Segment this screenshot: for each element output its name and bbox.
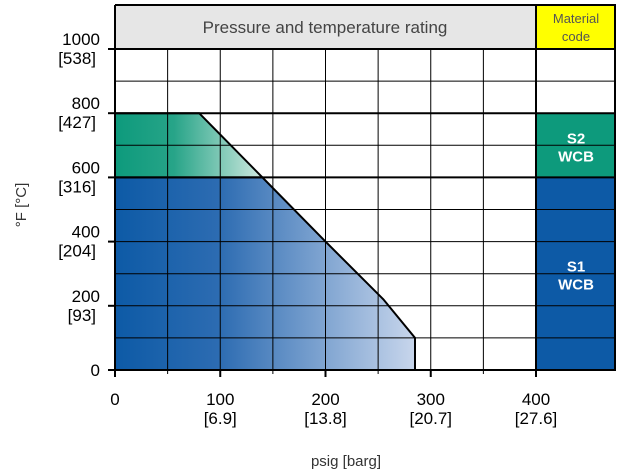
x-tick-label: 400 — [522, 390, 550, 409]
x-tick-sublabel: [13.8] — [304, 409, 347, 428]
y-tick-sublabel: [427] — [58, 113, 96, 132]
material-code-band-line2: WCB — [558, 277, 594, 294]
y-tick-sublabel: [316] — [58, 177, 96, 196]
y-tick-label: 800 — [72, 94, 100, 113]
x-axis-label: psig [barg] — [311, 453, 381, 470]
y-tick-sublabel: [538] — [58, 49, 96, 68]
x-tick-label: 300 — [417, 390, 445, 409]
y-tick-label: 600 — [72, 158, 100, 177]
y-tick-sublabel: [204] — [58, 242, 96, 261]
y-axis-label: °F [°C] — [13, 183, 30, 228]
material-code-band-line1: S1 — [567, 259, 585, 276]
y-tick-label: 0 — [91, 361, 100, 380]
x-tick-sublabel: [6.9] — [204, 409, 237, 428]
y-tick-label: 200 — [72, 287, 100, 306]
y-tick-label: 400 — [72, 223, 100, 242]
material-code-header-line1: Material — [553, 11, 599, 26]
title-banner — [115, 5, 536, 49]
x-tick-label: 200 — [311, 390, 339, 409]
material-code-header — [536, 5, 616, 49]
grid — [115, 4, 616, 370]
y-tick-label: 1000 — [62, 30, 100, 49]
x-tick-sublabel: [27.6] — [515, 409, 558, 428]
material-code-band-line1: S2 — [567, 130, 585, 147]
material-code-header-line2: code — [562, 29, 590, 44]
x-tick-label: 0 — [110, 390, 119, 409]
y-tick-sublabel: [93] — [68, 306, 96, 325]
x-tick-label: 100 — [206, 390, 234, 409]
chart-title: Pressure and temperature rating — [203, 18, 448, 37]
material-code-band-line2: WCB — [558, 148, 594, 165]
axes: 0 100[6.9]200[13.8]300[20.7]400[27.6]0200… — [58, 5, 616, 428]
x-tick-sublabel: [20.7] — [409, 409, 452, 428]
